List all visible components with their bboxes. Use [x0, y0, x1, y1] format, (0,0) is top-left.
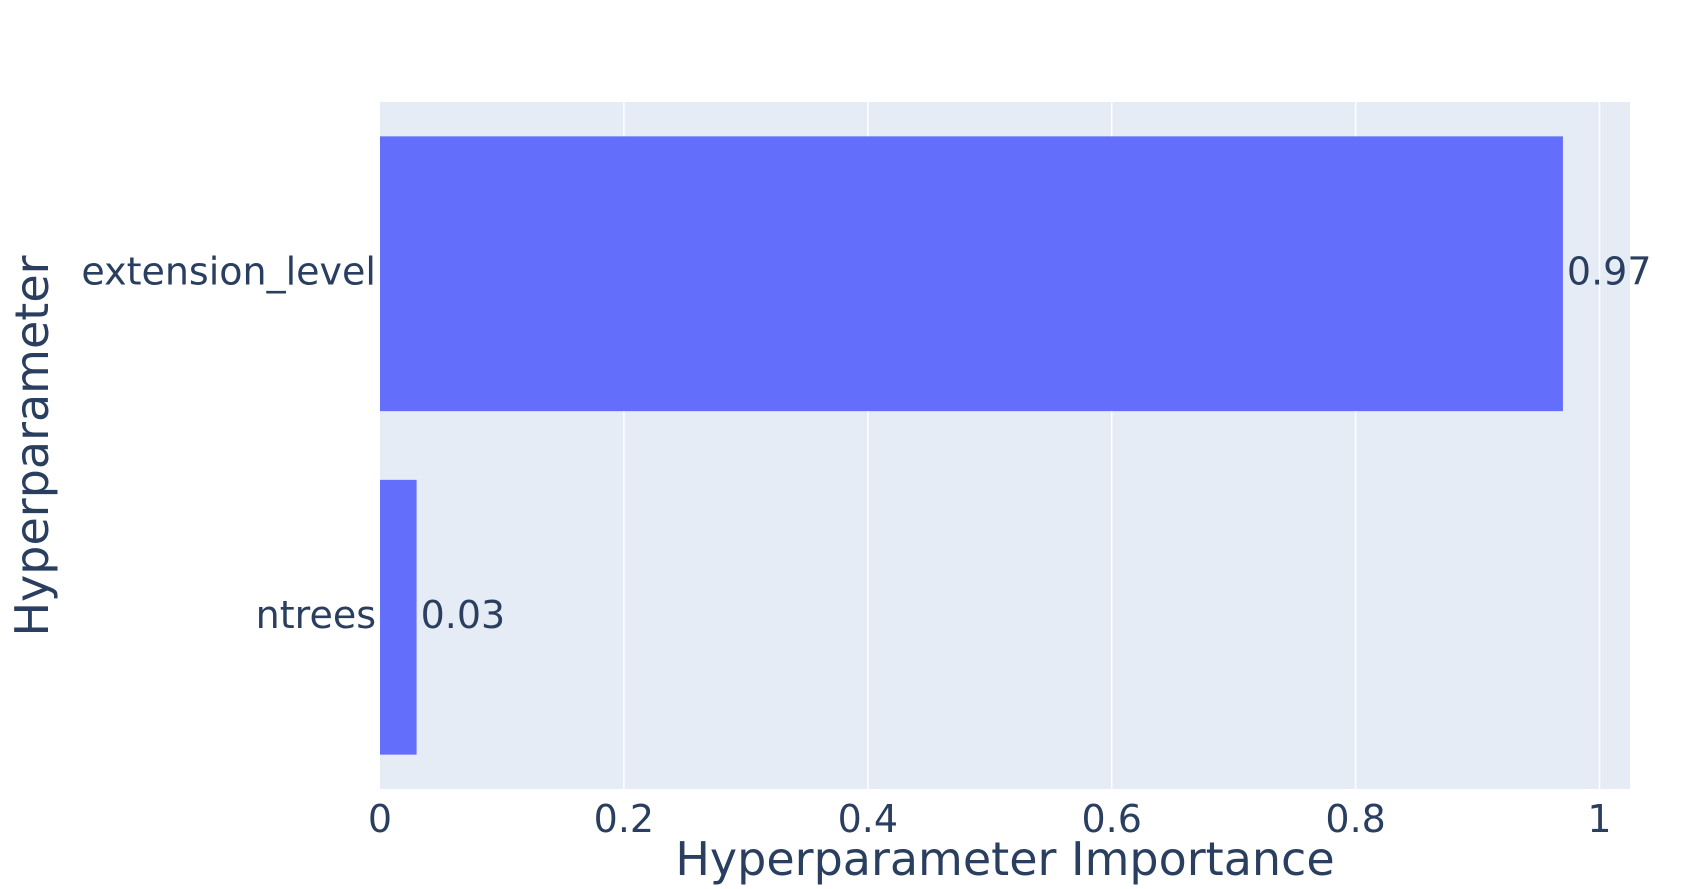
bar-value-labels: 0.97 0.03 — [421, 249, 1652, 637]
bar-value-label: 0.97 — [1567, 249, 1652, 293]
y-tick-label: ntrees — [256, 593, 376, 637]
x-tick-label: 0.8 — [1325, 797, 1385, 841]
x-tick-label: 0 — [368, 797, 392, 841]
x-tick-label: 0.4 — [838, 797, 898, 841]
bars — [380, 136, 1563, 755]
y-tick-label: extension_level — [81, 249, 376, 293]
bar-value-label: 0.03 — [421, 593, 506, 637]
x-axis-tick-labels: 0 0.2 0.4 0.6 0.8 1 — [368, 797, 1612, 841]
bar-extension-level — [380, 136, 1563, 412]
x-axis-title: Hyperparameter Importance — [675, 832, 1334, 886]
x-tick-label: 0.6 — [1081, 797, 1141, 841]
y-axis-title: Hyperparameter — [5, 255, 59, 636]
bar-ntrees — [380, 479, 417, 755]
x-tick-label: 1 — [1587, 797, 1611, 841]
x-tick-label: 0.2 — [594, 797, 654, 841]
